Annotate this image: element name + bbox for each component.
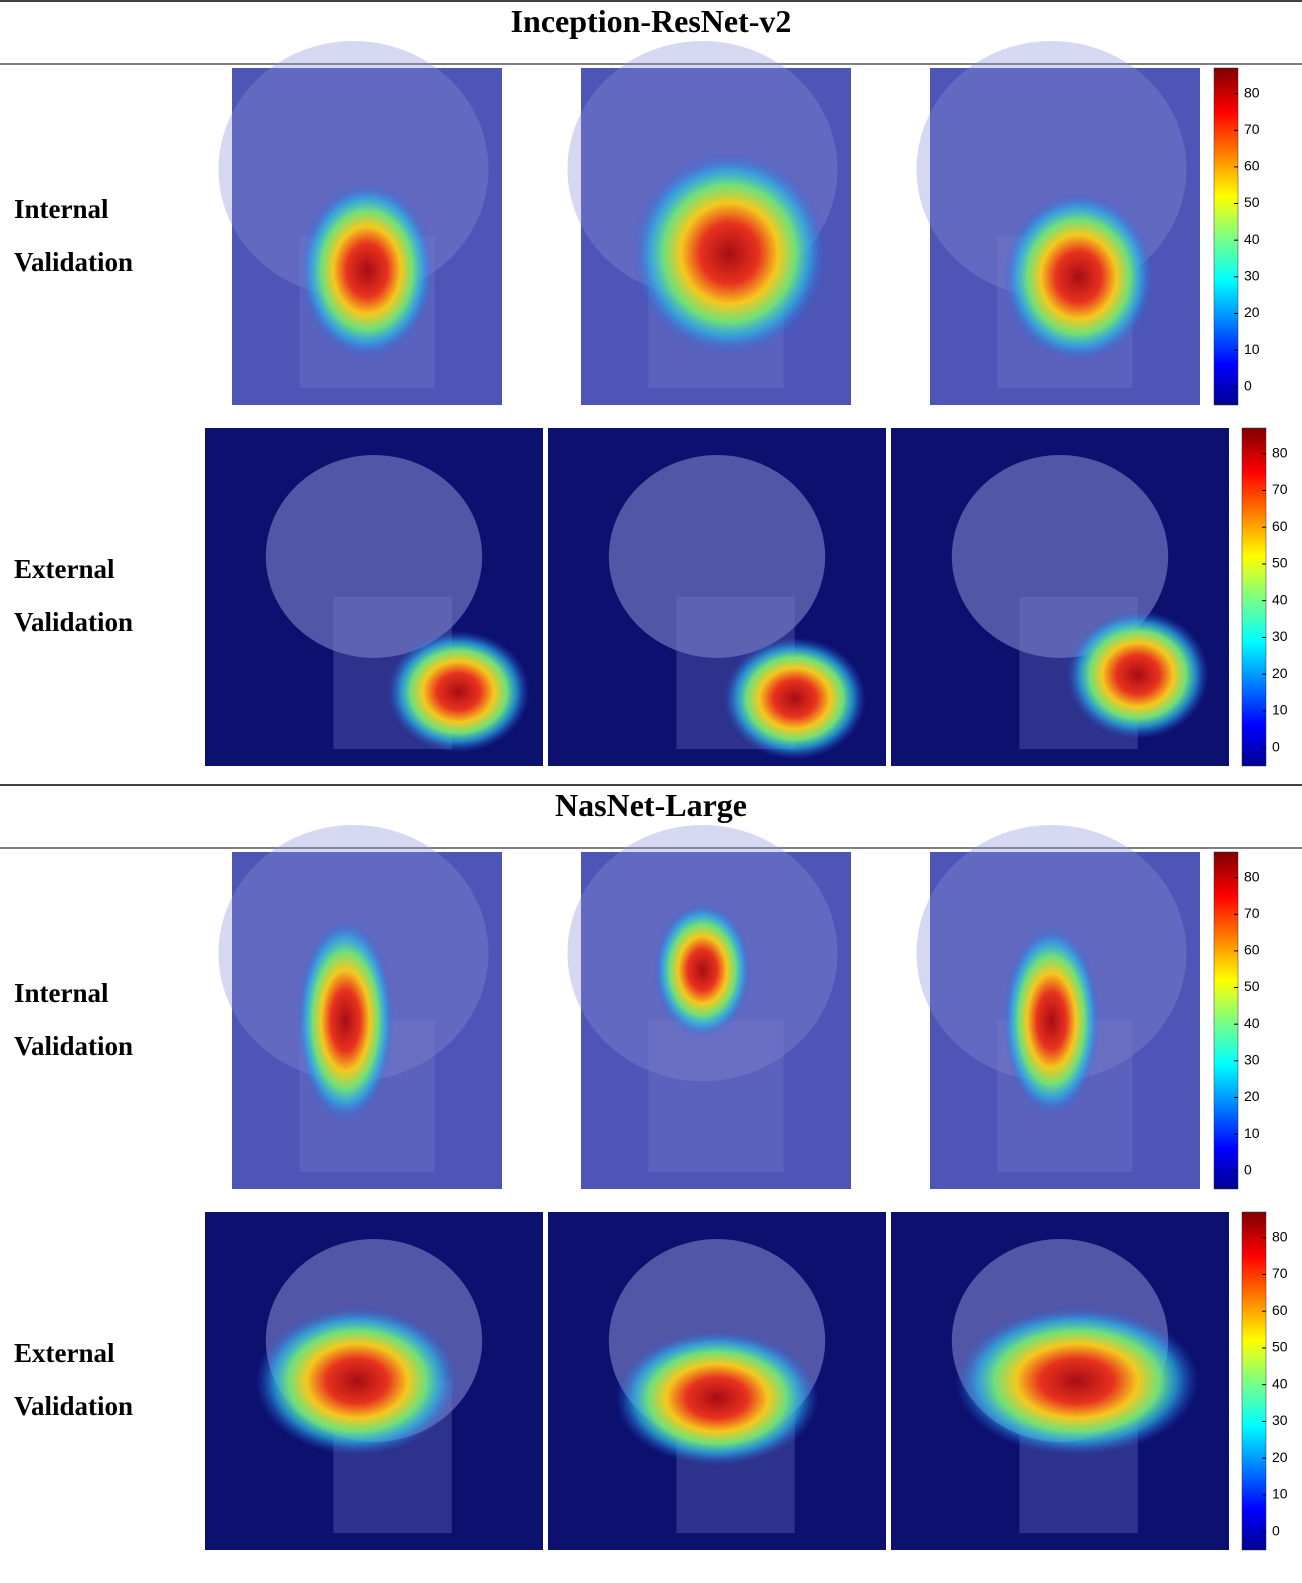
- colorbar-tick-label: 60: [1244, 158, 1260, 174]
- colorbar-tick-label: 0: [1244, 1161, 1252, 1177]
- heatmap: [1002, 192, 1155, 362]
- colorbar: [1241, 427, 1267, 767]
- colorbar-tick-label: 40: [1272, 1375, 1288, 1391]
- colorbar-tick-label: 0: [1272, 1522, 1280, 1538]
- colorbar-tick-label: 70: [1244, 905, 1260, 921]
- skull: [608, 455, 826, 658]
- row-label: Validation: [14, 1031, 133, 1061]
- colorbar-tick-label: 50: [1272, 1339, 1288, 1355]
- colorbar-tick-label: 20: [1244, 1088, 1260, 1104]
- colorbar-tick-label: 70: [1272, 1265, 1288, 1281]
- colorbar: [1241, 1211, 1267, 1551]
- colorbar-tick-label: 30: [1244, 1051, 1260, 1067]
- row-label: External: [14, 554, 115, 584]
- section-title: NasNet-Large: [555, 787, 747, 823]
- colorbar-tick-label: 80: [1244, 868, 1260, 884]
- colorbar-tick-label: 80: [1272, 1228, 1288, 1244]
- colorbar-tick-label: 50: [1244, 978, 1260, 994]
- heatmap: [1002, 926, 1101, 1115]
- colorbar-tick-label: 20: [1272, 665, 1288, 681]
- heatmap: [255, 1306, 459, 1456]
- colorbar-tick-label: 30: [1272, 628, 1288, 644]
- colorbar-tick-label: 40: [1244, 231, 1260, 247]
- colorbar-tick-label: 10: [1244, 341, 1260, 357]
- colorbar-tick-label: 20: [1244, 304, 1260, 320]
- colorbar-tick-label: 60: [1244, 942, 1260, 958]
- colorbar-tick-label: 60: [1272, 518, 1288, 534]
- section-title: Inception-ResNet-v2: [511, 3, 792, 39]
- colorbar-tick-label: 40: [1244, 1015, 1260, 1031]
- heatmap: [387, 630, 530, 753]
- heatmap: [1066, 610, 1209, 739]
- face-region: [648, 1020, 784, 1173]
- row-label: Internal: [14, 194, 109, 224]
- colorbar-tick-label: 0: [1244, 377, 1252, 393]
- colorbar-tick-label: 50: [1272, 555, 1288, 571]
- colorbar-tick-label: 30: [1272, 1412, 1288, 1428]
- colorbar-tick-label: 80: [1244, 84, 1260, 100]
- heatmap: [299, 182, 435, 358]
- colorbar-tick-label: 50: [1244, 194, 1260, 210]
- heatmap: [653, 902, 752, 1038]
- heatmap: [296, 919, 394, 1122]
- row-label: Validation: [14, 247, 133, 277]
- row-label: Validation: [14, 1391, 133, 1421]
- colorbar-tick-label: 10: [1272, 702, 1288, 718]
- colorbar-tick-label: 10: [1244, 1125, 1260, 1141]
- row-label: External: [14, 1338, 115, 1368]
- heatmap: [723, 637, 866, 760]
- colorbar: [1213, 67, 1239, 406]
- heatmap: [955, 1306, 1199, 1456]
- colorbar-tick-label: 70: [1244, 121, 1260, 137]
- skull: [265, 455, 483, 658]
- colorbar-tick-label: 40: [1272, 591, 1288, 607]
- row-label: Internal: [14, 978, 109, 1008]
- colorbar: [1213, 851, 1239, 1190]
- row-label: Validation: [14, 607, 133, 637]
- colorbar-tick-label: 20: [1272, 1449, 1288, 1465]
- colorbar-tick-label: 80: [1272, 444, 1288, 460]
- colorbar-tick-label: 60: [1272, 1302, 1288, 1318]
- colorbar-tick-label: 30: [1244, 267, 1260, 283]
- colorbar-tick-label: 10: [1272, 1486, 1288, 1502]
- colorbar-tick-label: 70: [1272, 481, 1288, 497]
- skull: [951, 455, 1169, 658]
- heatmap: [615, 1330, 819, 1466]
- colorbar-tick-label: 0: [1272, 738, 1280, 754]
- heatmap: [632, 152, 827, 355]
